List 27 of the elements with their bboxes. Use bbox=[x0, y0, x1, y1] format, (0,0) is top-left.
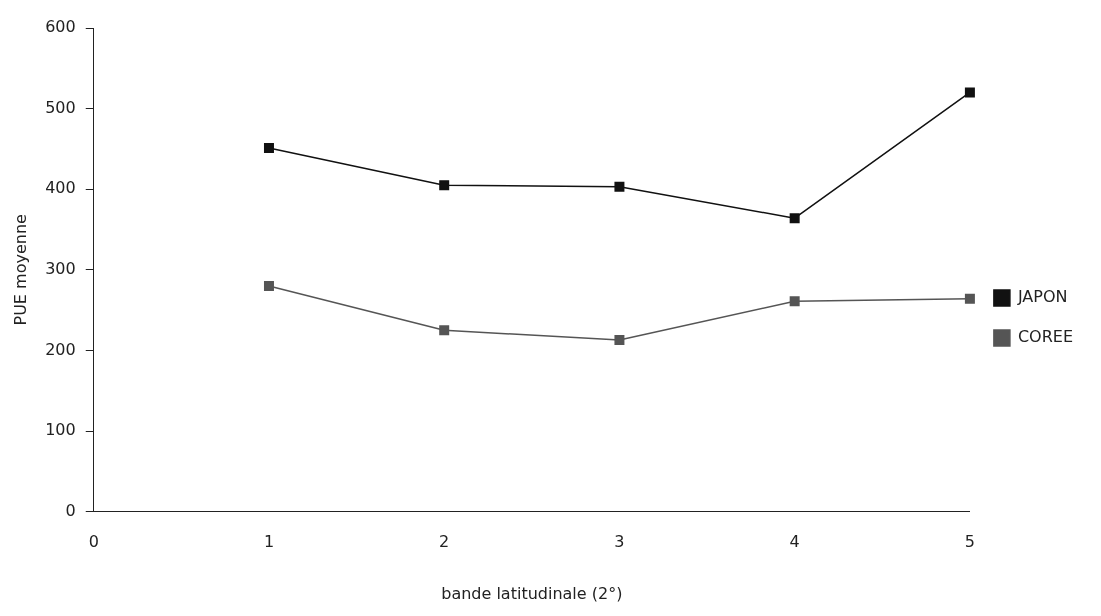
point bbox=[263, 143, 274, 154]
y-tick-label: 0 bbox=[65, 500, 76, 520]
x-tick-label: 3 bbox=[614, 532, 625, 552]
y-tick-label: 100 bbox=[45, 420, 76, 440]
legend-label: COREE bbox=[1017, 327, 1074, 347]
x-tick-label: 1 bbox=[263, 532, 275, 552]
y-tick-label: 600 bbox=[45, 17, 76, 37]
y-tick-label: 400 bbox=[45, 178, 76, 198]
point bbox=[439, 325, 450, 336]
y-tick-label: 500 bbox=[45, 97, 76, 117]
x-axis-title: bande latitudinale (2°) bbox=[441, 583, 623, 603]
point bbox=[964, 87, 975, 98]
y-tick-label: 300 bbox=[45, 258, 76, 278]
point bbox=[964, 293, 975, 304]
point bbox=[263, 280, 274, 291]
point bbox=[439, 180, 450, 191]
y-axis-title: PUE moyenne bbox=[10, 214, 30, 326]
x-tick-label: 5 bbox=[964, 532, 975, 552]
point bbox=[789, 213, 800, 224]
x-tick-label: 0 bbox=[88, 532, 99, 552]
legend-label: JAPON bbox=[1016, 287, 1068, 307]
point bbox=[614, 334, 625, 345]
point bbox=[614, 181, 625, 192]
x-tick-label: 4 bbox=[789, 532, 800, 552]
x-tick-label: 2 bbox=[439, 532, 450, 552]
point bbox=[789, 296, 800, 307]
y-tick-label: 200 bbox=[45, 339, 76, 359]
